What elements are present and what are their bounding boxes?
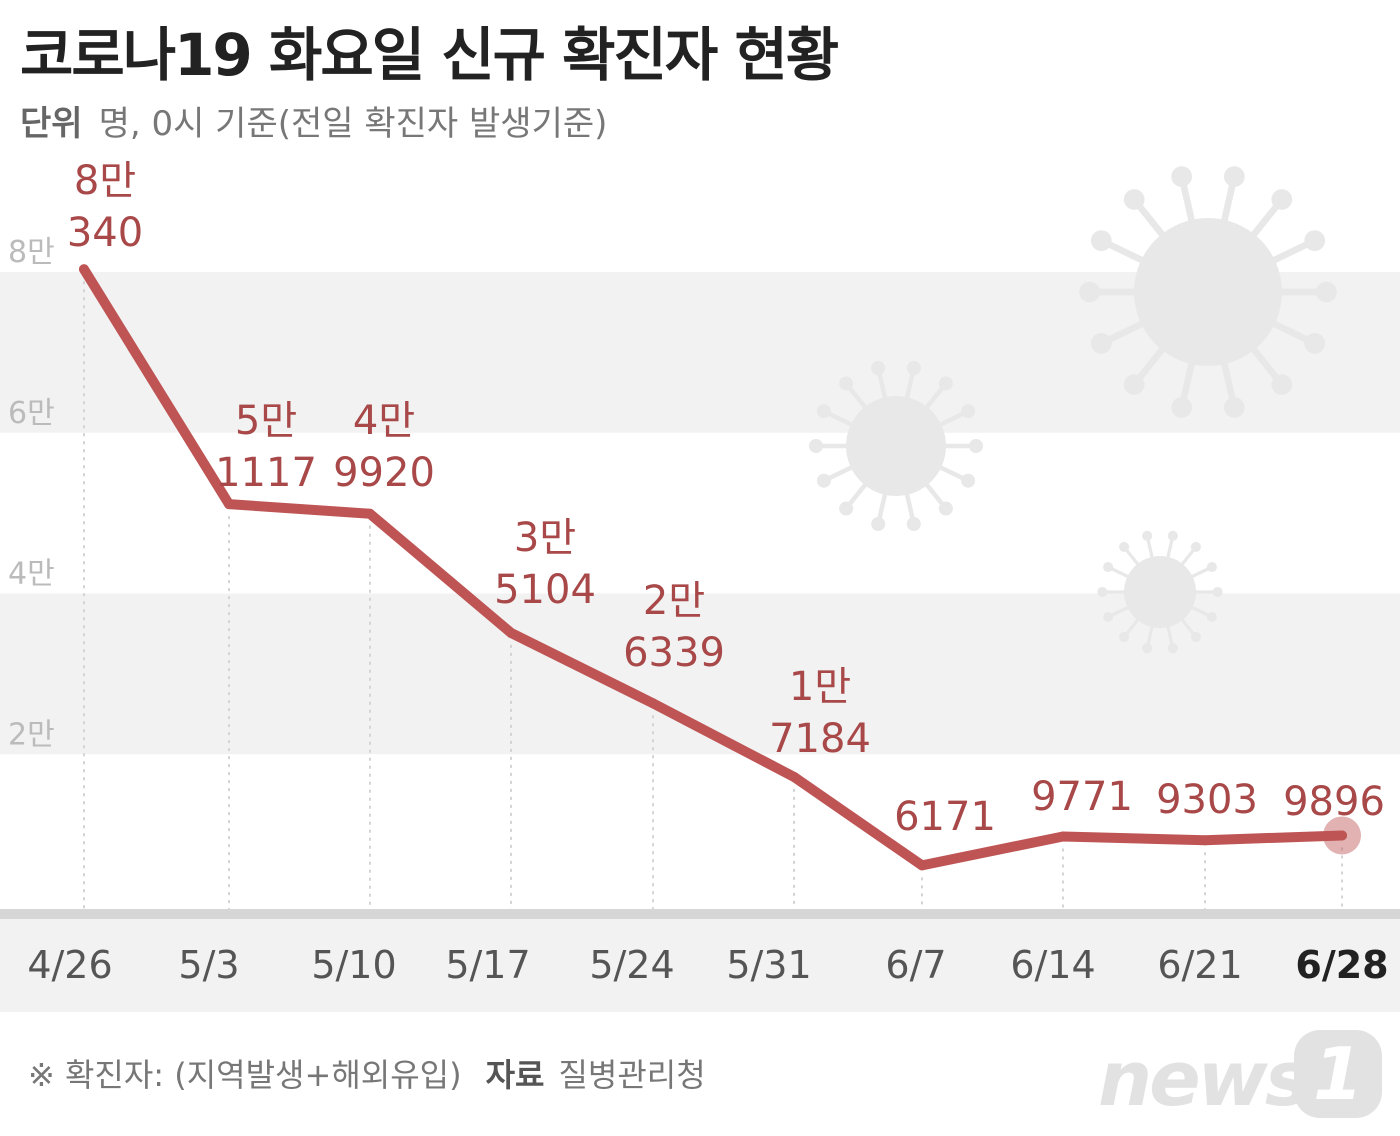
source-text: 질병관리청	[558, 1056, 706, 1094]
footnote: ※ 확진자: (지역발생+해외유입)	[28, 1056, 462, 1094]
data-labels: 8만 340 5만 1117 4만 9920 3만 5104 2만 6339 1만 7184 6171 9…	[67, 158, 1385, 840]
news1-logo: news 1	[1098, 1028, 1388, 1124]
x-tick-label: 6/7	[885, 943, 946, 987]
x-axis-line	[0, 909, 1400, 919]
x-tick-label: 6/14	[1010, 943, 1095, 987]
x-tick-label: 6/28	[1295, 943, 1388, 987]
x-guide-lines	[83, 281, 1343, 915]
footer: ※ 확진자: (지역발생+해외유입) 자료 질병관리청	[28, 1050, 706, 1096]
data-label: 9303	[1156, 777, 1258, 823]
x-tick-label: 5/31	[726, 943, 811, 987]
data-point	[1200, 835, 1210, 846]
data-point	[224, 499, 234, 510]
logo-text: news	[1098, 1034, 1310, 1123]
data-label: 5104	[494, 567, 596, 613]
chart-subtitle: 단위 명, 0시 기준(전일 확진자 발생기준)	[20, 96, 607, 145]
x-tick-label: 5/3	[178, 943, 239, 987]
data-label: 1만	[789, 664, 851, 710]
data-label: 9920	[333, 450, 435, 496]
data-point	[365, 508, 375, 519]
data-label: 2만	[643, 578, 705, 624]
data-label: 1117	[215, 450, 317, 496]
data-label: 3만	[514, 515, 576, 561]
y-tick-label: 8만	[8, 235, 55, 270]
series-line	[79, 264, 1361, 871]
data-label: 7184	[769, 716, 871, 762]
x-tick-labels: 4/26 5/3 5/10 5/17 5/24 5/31 6/7 6/14 6/21 6/28	[27, 943, 1388, 987]
x-tick-label: 4/26	[27, 943, 112, 987]
virus-decorations	[809, 166, 1337, 654]
y-tick-label: 6만	[8, 396, 55, 431]
data-label: 6171	[894, 794, 996, 840]
data-label: 9771	[1031, 774, 1133, 820]
data-label: 8만	[74, 158, 136, 204]
data-point	[1337, 830, 1347, 841]
chart-title: 코로나19 화요일 신규 확진자 현황	[20, 21, 839, 89]
virus-icon	[1097, 530, 1223, 654]
unit-text: 명, 0시 기준(전일 확진자 발생기준)	[98, 104, 608, 144]
data-point	[1058, 831, 1068, 842]
data-label: 4만	[353, 398, 415, 444]
virus-icon	[1079, 166, 1337, 418]
data-label: 9896	[1283, 779, 1385, 825]
x-tick-label: 5/10	[311, 943, 396, 987]
data-label: 340	[67, 210, 143, 256]
logo-badge: 1	[1294, 1030, 1382, 1118]
data-point	[917, 860, 927, 871]
y-axis: 2만 4만 6만 8만	[8, 235, 55, 752]
unit-label: 단위	[20, 104, 83, 144]
source-label: 자료	[485, 1056, 545, 1094]
y-tick-label: 2만	[8, 717, 55, 752]
data-label: 6339	[623, 630, 725, 676]
x-axis-band	[0, 918, 1400, 1012]
x-tick-label: 6/21	[1157, 943, 1242, 987]
data-point	[79, 264, 89, 275]
series-polyline	[79, 264, 1347, 871]
x-axis	[0, 909, 1400, 919]
virus-icon	[809, 361, 983, 531]
data-label: 5만	[235, 398, 297, 444]
data-point	[648, 698, 658, 709]
x-tick-label: 5/17	[445, 943, 530, 987]
y-tick-label: 4만	[8, 557, 55, 592]
x-tick-label: 5/24	[589, 943, 674, 987]
data-point	[789, 771, 799, 782]
data-point	[506, 627, 516, 638]
